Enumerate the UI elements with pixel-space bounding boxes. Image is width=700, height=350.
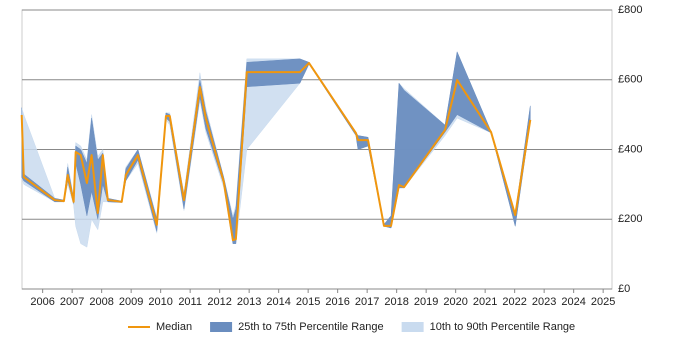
x-tick-label: 2022	[502, 296, 526, 308]
median-line	[20, 62, 532, 242]
x-tick-label: 2021	[473, 296, 497, 308]
x-tick-label: 2019	[414, 296, 438, 308]
y-tick-label: £0	[618, 283, 630, 295]
x-tick-label: 2008	[89, 296, 113, 308]
x-tick-label: 2017	[355, 296, 379, 308]
x-tick-label: 2007	[60, 296, 84, 308]
y-tick-label: £600	[618, 74, 642, 86]
x-tick-label: 2012	[207, 296, 231, 308]
x-tick-label: 2016	[325, 296, 349, 308]
x-tick-label: 2025	[591, 296, 615, 308]
x-tick-label: 2015	[296, 296, 320, 308]
x-tick-label: 2006	[30, 296, 54, 308]
legend-label: 25th to 75th Percentile Range	[238, 321, 384, 333]
x-tick-label: 2018	[384, 296, 408, 308]
x-tick-label: 2020	[443, 296, 467, 308]
legend-label: Median	[156, 321, 192, 333]
x-tick-label: 2024	[561, 296, 585, 308]
x-tick-label: 2023	[532, 296, 556, 308]
legend-label: 10th to 90th Percentile Range	[430, 321, 576, 333]
y-tick-label: £400	[618, 143, 642, 155]
legend-swatch	[210, 322, 233, 332]
legend-swatch	[401, 322, 424, 332]
x-tick-label: 2011	[178, 296, 202, 308]
x-tick-label: 2014	[266, 296, 290, 308]
y-tick-label: £800	[618, 4, 642, 16]
y-tick-label: £200	[618, 213, 642, 225]
x-tick-label: 2010	[148, 296, 172, 308]
x-tick-label: 2009	[119, 296, 143, 308]
x-tick-label: 2013	[237, 296, 261, 308]
